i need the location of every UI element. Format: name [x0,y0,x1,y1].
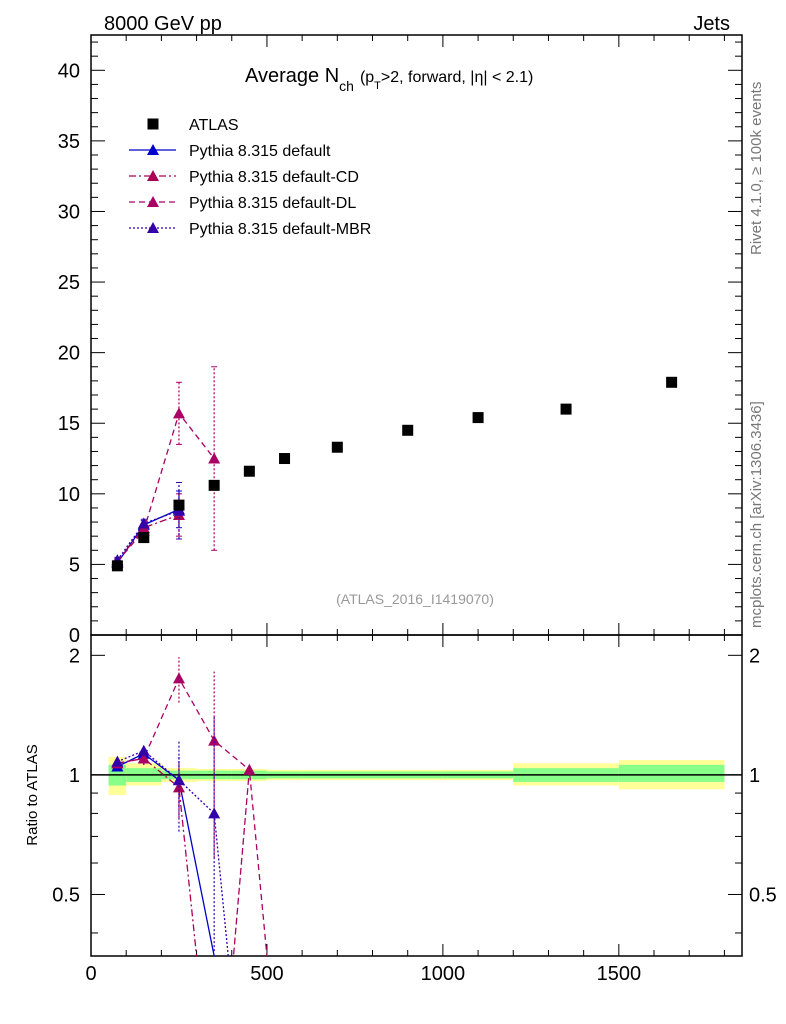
ratio-tick-label: 1 [69,765,80,787]
atlas-point [279,453,291,465]
source-label: mcplots.cern.ch [arXiv:1306.3436] [748,401,765,628]
ratio-plot-frame [90,634,743,957]
legend-marker [147,196,159,207]
rivet-label: Rivet 4.1.0, ≥ 100k events [748,82,765,255]
ratio-point [137,744,150,756]
atlas-point [666,376,678,388]
y-tick-label: 5 [69,554,80,576]
y-tick-label: 10 [58,484,80,506]
series-point [172,407,185,419]
ratio-uncertainty-bands [91,756,742,795]
x-tick-label: 1000 [421,963,466,985]
x-tick-label: 500 [250,963,283,985]
atlas-point [472,412,484,424]
legend-label: Pythia 8.315 default [189,143,331,160]
ratio-series-group [111,657,268,956]
y-tick-label: 20 [58,343,80,365]
title-sub-ch: ch [339,78,354,94]
legend-marker [147,144,159,155]
ratio-series-line [117,757,198,956]
legend: ATLAS Pythia 8.315 default Pythia 8.315 de… [129,117,371,238]
ratio-tick-label: 0.5 [52,884,80,906]
ratio-point [243,763,256,775]
ratio-point [172,774,185,786]
y-tick-label: 30 [58,201,80,223]
ratio-tick-label-right: 2 [749,645,760,667]
ratio-tick-label: 2 [69,645,80,667]
atlas-point [208,479,220,491]
ratio-point [172,672,185,684]
x-tick-label: 0 [85,963,96,985]
title-sub-t: T [374,80,381,92]
title-rest: >2, forward, |η| < 2.1) [381,69,533,86]
analysis-id: (ATLAS_2016_I1419070) [336,591,494,607]
series-point [208,452,221,464]
chart-title: Average Nch (pT>2, forward, |η| < 2.1) [245,65,533,94]
atlas-point [138,532,150,544]
y-tick-label: 35 [58,131,80,153]
axes: 0 500 1000 1500 0 5 10 15 20 25 30 35 40 0.5 0.5 1 1 2 2 [52,35,777,985]
title-main: Average N [245,65,339,87]
legend-label: Pythia 8.315 default-DL [189,195,356,212]
atlas-point [243,465,255,477]
y-tick-label: 15 [58,413,80,435]
legend-marker [147,170,159,181]
x-tick-label: 1500 [597,963,642,985]
ratio-point [137,752,150,764]
y-tick-label: 40 [58,60,80,82]
atlas-point [560,403,572,415]
legend-marker-atlas [147,118,159,130]
energy-label: 8000 GeV pp [104,13,222,35]
title-p: (p [360,69,374,86]
atlas-point [331,441,343,453]
ratio-point [208,734,221,746]
process-label: Jets [693,13,730,35]
y-tick-label: 25 [58,272,80,294]
data-marks [111,366,678,956]
atlas-point [111,560,123,572]
ratio-series-line [117,676,268,956]
ratio-band-inner [618,764,725,782]
legend-label: Pythia 8.315 default-MBR [189,221,371,238]
ratio-ylabel: Ratio to ATLAS [24,744,41,845]
legend-label-atlas: ATLAS [189,117,239,134]
ratio-series-line [117,753,215,956]
atlas-point [402,424,414,436]
legend-marker [147,222,159,233]
ratio-tick-label-right: 0.5 [749,884,777,906]
atlas-point [173,499,185,511]
series-line [116,411,215,563]
y-tick-label: 0 [69,625,80,647]
ratio-point [111,755,124,767]
ratio-tick-label-right: 1 [749,765,760,787]
legend-label: Pythia 8.315 default-CD [189,169,359,186]
ratio-point [208,807,221,819]
series-point [137,517,150,529]
